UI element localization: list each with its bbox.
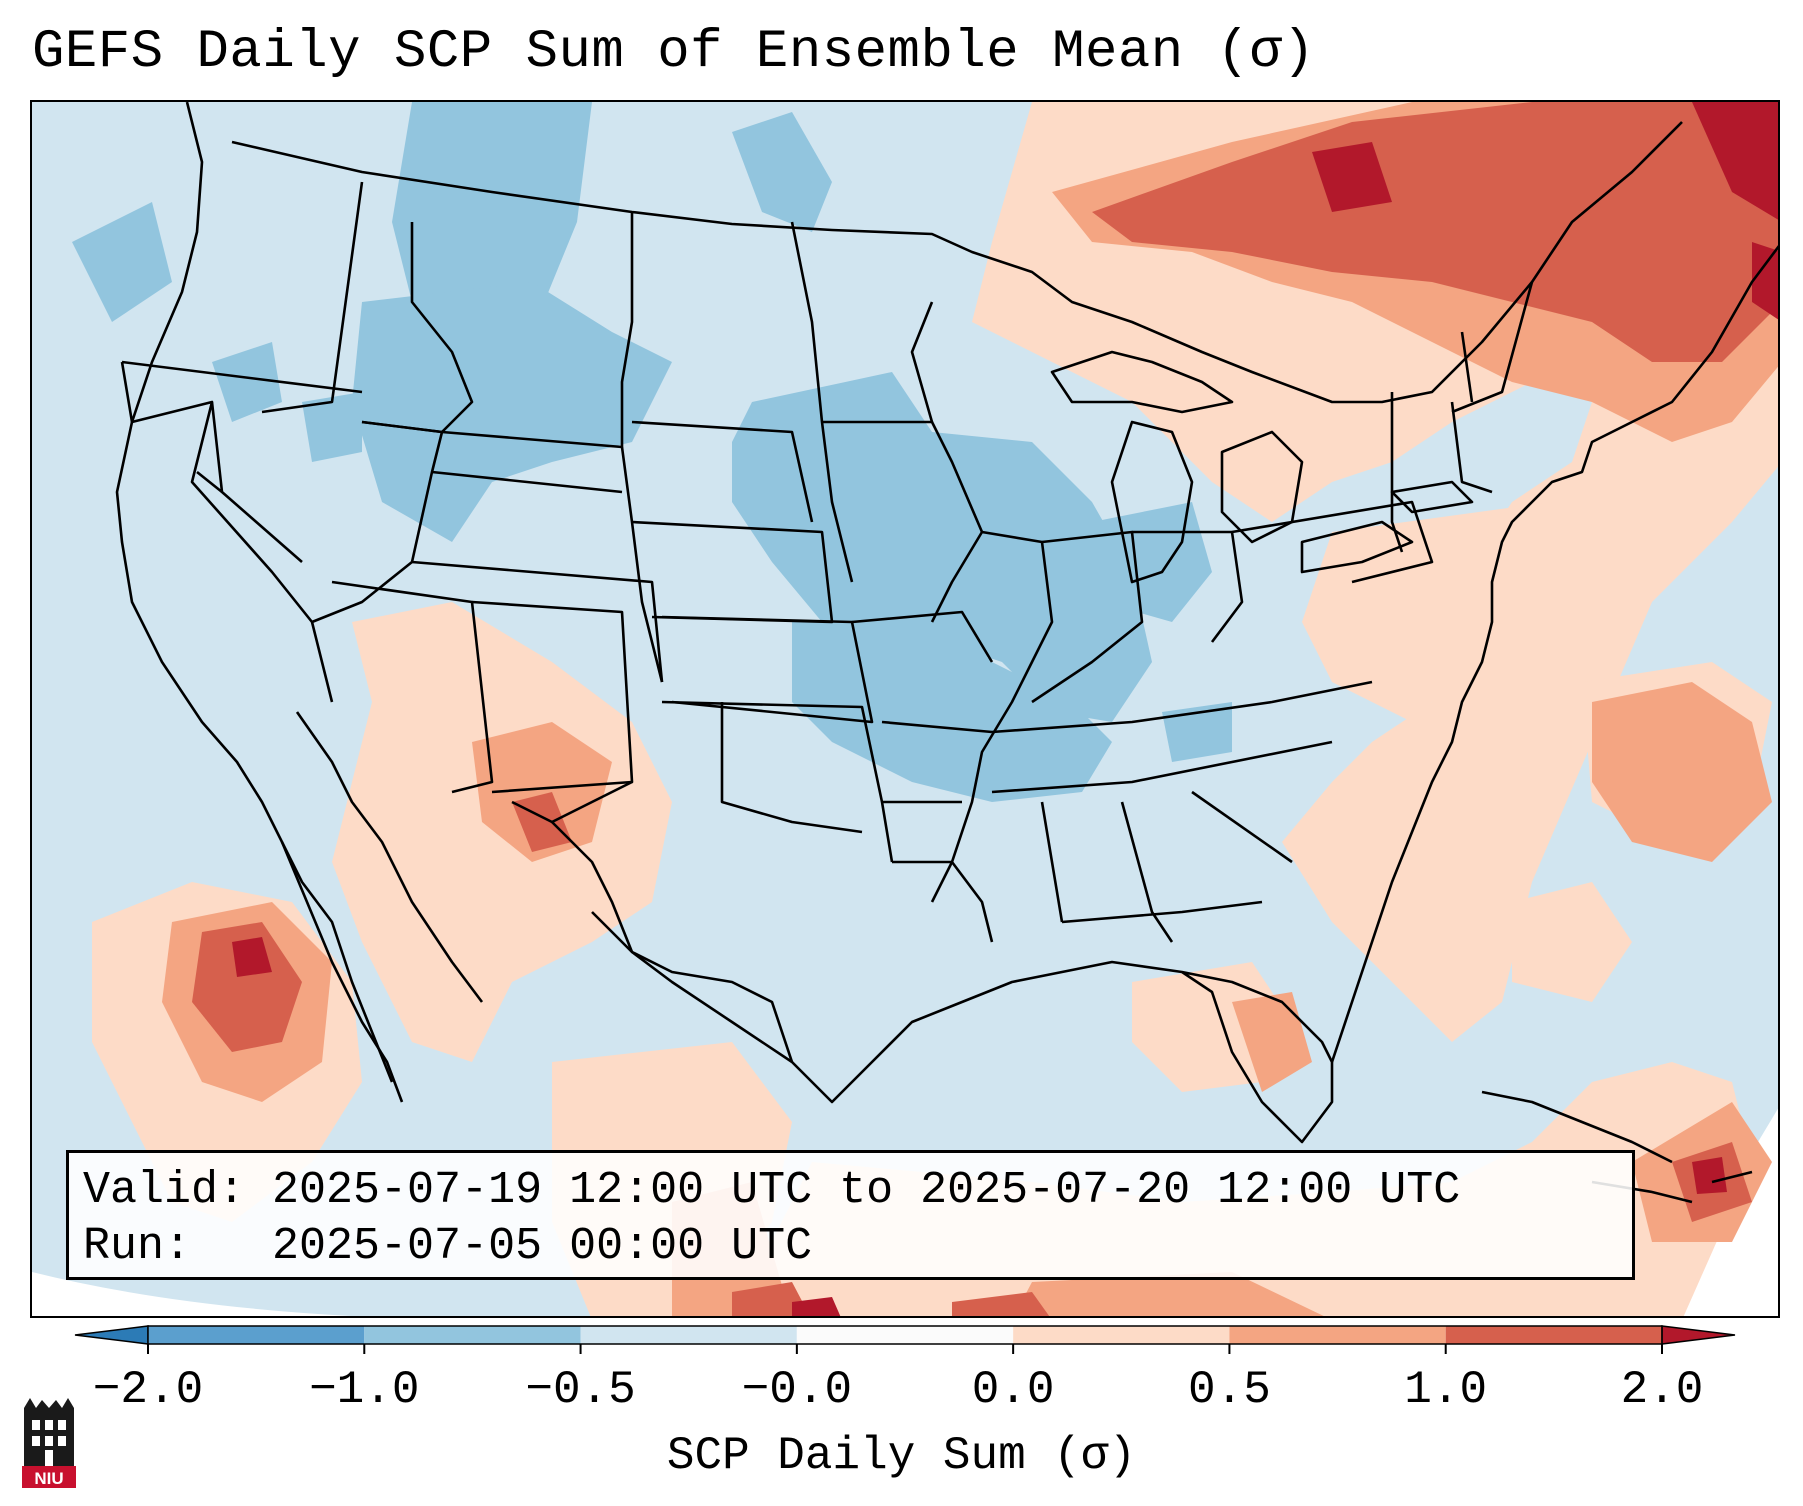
map-title: GEFS Daily SCP Sum of Ensemble Mean (σ) bbox=[32, 22, 1316, 83]
colorbar: −2.0 −1.0 −0.5 −0.0 0.0 0.5 1.0 2.0 bbox=[74, 1325, 1736, 1416]
colorbar-bin bbox=[364, 1326, 581, 1344]
colorbar-bin bbox=[580, 1326, 797, 1344]
colorbar-ticks: −2.0 −1.0 −0.5 −0.0 0.0 0.5 1.0 2.0 bbox=[93, 1344, 1704, 1416]
valid-time-text: Valid: 2025-07-19 12:00 UTC to 2025-07-2… bbox=[83, 1165, 1461, 1216]
colorbar-label: SCP Daily Sum (σ) bbox=[666, 1430, 1137, 1482]
colorbar-tick-label: 1.0 bbox=[1404, 1364, 1487, 1416]
colorbar-bin bbox=[796, 1326, 1014, 1344]
colorbar-outline bbox=[147, 1325, 1663, 1345]
colorbar-tick-label: −2.0 bbox=[93, 1364, 203, 1416]
colorbar-tick-label: 2.0 bbox=[1621, 1364, 1704, 1416]
map-canvas bbox=[32, 102, 1778, 1316]
positive-anomaly-extreme bbox=[232, 102, 1778, 1316]
projection-edge-sw bbox=[32, 1272, 352, 1316]
colorbar-tick-label: −1.0 bbox=[309, 1364, 419, 1416]
colorbar-tick-label: −0.5 bbox=[525, 1364, 635, 1416]
projection-edge-se bbox=[1634, 1108, 1778, 1316]
run-time-text: Run: 2025-07-05 00:00 UTC bbox=[83, 1221, 813, 1272]
colorbar-tick-label: 0.5 bbox=[1188, 1364, 1271, 1416]
logo-text: NIU bbox=[34, 1469, 63, 1488]
colorbar-bin bbox=[1013, 1326, 1230, 1344]
niu-logo-icon: NIU bbox=[22, 1398, 76, 1488]
colorbar-bin bbox=[1445, 1326, 1662, 1344]
colorbar-extend-low bbox=[74, 1325, 149, 1345]
colorbar-bin bbox=[1229, 1326, 1446, 1344]
colorbar-tick-label: 0.0 bbox=[972, 1364, 1055, 1416]
colorbar-tick-label: −0.0 bbox=[742, 1364, 852, 1416]
colorbar-bins bbox=[74, 1325, 1736, 1345]
valid-run-info-box: Valid: 2025-07-19 12:00 UTC to 2025-07-2… bbox=[66, 1150, 1635, 1280]
colorbar-extend-high bbox=[1661, 1325, 1736, 1345]
colorbar-bin bbox=[148, 1326, 365, 1344]
map-panel bbox=[30, 100, 1780, 1318]
